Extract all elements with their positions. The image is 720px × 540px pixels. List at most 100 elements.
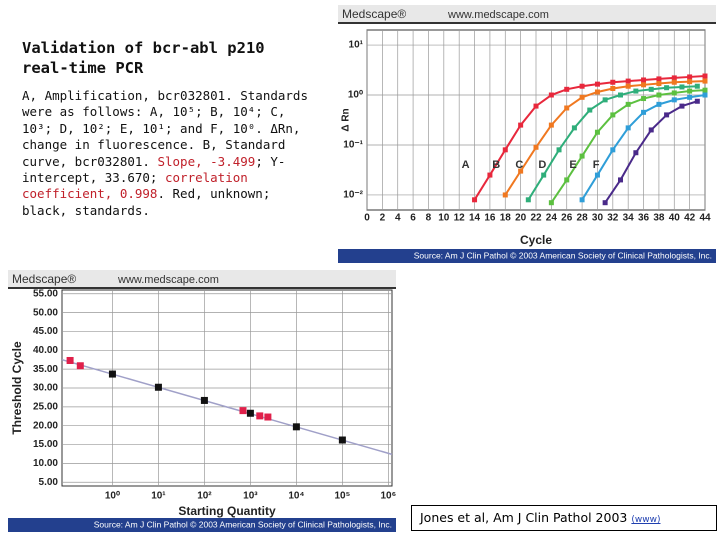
x-tick-label: 38	[653, 213, 665, 224]
x-axis-label: Cycle	[520, 233, 552, 247]
footer-bar	[338, 249, 716, 263]
point	[525, 197, 531, 203]
point	[610, 86, 616, 92]
point	[541, 172, 547, 178]
series-label: F	[593, 159, 600, 171]
y-tick-label: 10⁻²	[343, 190, 363, 201]
x-tick-label: 14	[469, 213, 481, 224]
x-axis-label: Starting Quantity	[178, 504, 276, 518]
point	[66, 356, 74, 364]
point	[108, 370, 116, 378]
point	[610, 112, 616, 118]
point	[602, 200, 608, 206]
x-tick-label: 4	[395, 213, 401, 224]
point	[594, 89, 600, 95]
header-rule	[338, 22, 716, 24]
point	[533, 144, 539, 150]
header-bar	[338, 5, 716, 23]
header-url: www.medscape.com	[117, 274, 219, 286]
x-tick-label: 10³	[243, 491, 258, 502]
point	[633, 150, 639, 156]
source: Source: Am J Clin Pathol © 2003 American…	[414, 250, 712, 260]
point	[625, 101, 631, 107]
series-label: D	[538, 159, 546, 171]
point	[292, 423, 300, 431]
series-line	[473, 75, 706, 201]
point	[679, 84, 685, 90]
point	[702, 92, 708, 98]
x-tick-label: 10⁰	[105, 491, 120, 502]
y-tick-label: 20.00	[33, 420, 58, 431]
y-tick-label: 45.00	[33, 326, 58, 337]
point	[641, 77, 647, 83]
link[interactable]: (www)	[631, 515, 661, 525]
point	[533, 103, 539, 109]
point	[594, 172, 600, 178]
y-tick-label: 10.00	[33, 458, 58, 469]
point	[518, 168, 524, 174]
point	[246, 409, 254, 417]
x-tick-label: 36	[638, 213, 650, 224]
point	[338, 436, 346, 444]
point	[487, 172, 493, 178]
point	[641, 82, 647, 88]
x-tick-label: 10⁶	[380, 491, 396, 502]
point	[702, 73, 708, 79]
point	[518, 122, 524, 128]
header-logo: Medscape®	[342, 7, 406, 21]
point	[641, 96, 647, 102]
body-text: A, Amplification, bcr032801. Standards w…	[22, 88, 318, 219]
series-label: B	[492, 159, 500, 171]
citation: Jones et al, Am J Clin Pathol 2003	[420, 510, 628, 525]
y-tick-label: 25.00	[33, 401, 58, 412]
y-tick-label: 15.00	[33, 439, 58, 450]
x-tick-label: 10¹	[151, 491, 166, 502]
point	[633, 88, 639, 94]
point	[671, 97, 677, 103]
y-axis-label: Threshold Cycle	[10, 341, 24, 435]
point	[256, 412, 264, 420]
point	[694, 83, 700, 89]
header-logo: Medscape®	[12, 272, 76, 286]
point	[625, 83, 631, 89]
x-tick-label: 32	[607, 213, 619, 224]
y-tick-label: 10⁰	[348, 90, 363, 101]
x-tick-label: 0	[364, 213, 370, 224]
point	[594, 129, 600, 135]
point	[579, 153, 585, 159]
point	[200, 396, 208, 404]
point	[625, 125, 631, 131]
point	[579, 94, 585, 100]
point	[76, 362, 84, 370]
y-tick-label: 5.00	[39, 477, 59, 488]
point	[472, 197, 478, 203]
series-line	[527, 85, 698, 201]
series-label: C	[515, 159, 523, 171]
point	[564, 86, 570, 92]
point	[264, 413, 272, 421]
point	[687, 94, 693, 100]
x-tick-label: 8	[426, 213, 432, 224]
x-tick-label: 6	[410, 213, 416, 224]
x-tick-label: 18	[500, 213, 512, 224]
x-tick-label: 10⁴	[288, 491, 304, 502]
x-tick-label: 24	[546, 213, 558, 224]
point	[687, 79, 693, 85]
point	[664, 85, 670, 91]
body-segment: correlation coefficient, 0.998	[22, 170, 248, 202]
source: Source: Am J Clin Pathol © 2003 American…	[94, 519, 392, 529]
point	[664, 112, 670, 118]
point	[548, 122, 554, 128]
point	[502, 147, 508, 153]
header-url: www.medscape.com	[447, 9, 549, 21]
footer-bar	[8, 518, 396, 532]
point	[610, 147, 616, 153]
point	[602, 97, 608, 103]
y-axis-label: Δ Rn	[341, 108, 352, 131]
point	[694, 98, 700, 104]
point	[564, 177, 570, 183]
y-tick-label: 35.00	[33, 364, 58, 375]
point	[556, 147, 562, 153]
point	[618, 92, 623, 98]
point	[594, 81, 600, 87]
